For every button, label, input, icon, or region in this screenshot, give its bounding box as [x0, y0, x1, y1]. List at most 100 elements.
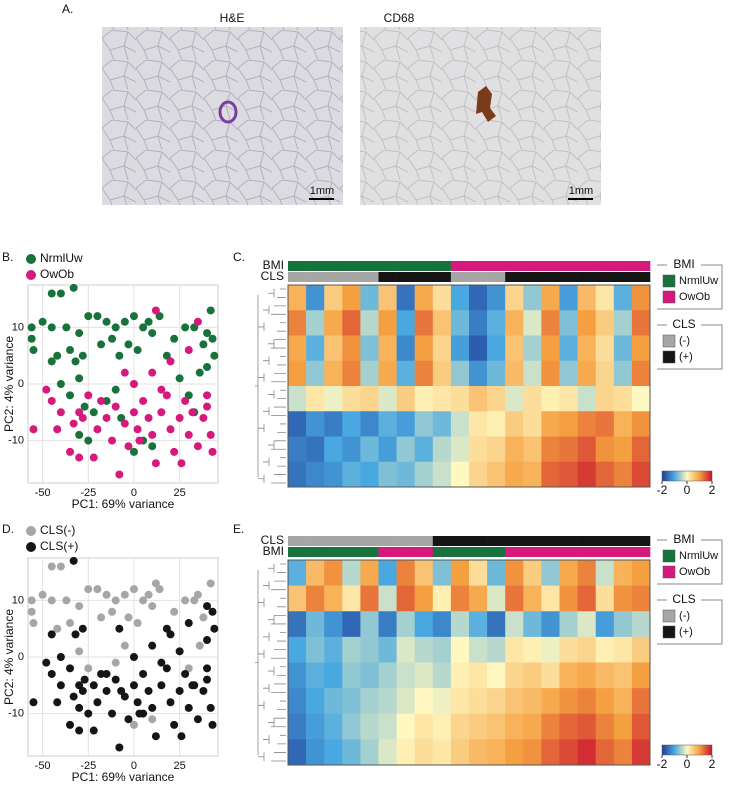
image-title: H&E [220, 11, 245, 25]
heat-cell [631, 739, 651, 766]
point [75, 408, 84, 417]
heat-cell [505, 436, 524, 463]
heat-cell [432, 436, 452, 463]
point [188, 681, 197, 690]
annotation-cell [342, 547, 361, 557]
y-tick-label: 0 [18, 378, 24, 390]
point [120, 368, 129, 377]
heat-cell [360, 662, 379, 689]
heat-cell [378, 739, 397, 766]
point [115, 743, 124, 752]
annotation-cell [559, 261, 578, 271]
heat-cell [288, 310, 307, 336]
point [195, 368, 204, 377]
legend-swatch [662, 290, 676, 304]
heat-cell [414, 713, 434, 740]
heat-cell [414, 560, 434, 586]
point [120, 641, 129, 650]
heat-cell [559, 285, 578, 311]
point [199, 613, 208, 622]
annotation-cell [450, 547, 470, 557]
dendrogram [255, 563, 286, 762]
annotation-cell [360, 272, 379, 282]
point [184, 664, 193, 673]
point [97, 613, 106, 622]
point [115, 624, 124, 633]
point [151, 459, 160, 468]
point [190, 323, 199, 332]
heat-cell [577, 436, 596, 463]
heat-cell [432, 386, 452, 412]
point [27, 334, 36, 343]
heat-cell [595, 585, 615, 612]
heat-cell [595, 335, 615, 362]
point [155, 585, 164, 594]
heat-cell [360, 688, 379, 715]
point [66, 346, 75, 355]
heat-cell [288, 688, 307, 715]
heat-cell [432, 461, 452, 488]
point [203, 329, 212, 338]
heat-cell [577, 713, 596, 740]
point [157, 408, 166, 417]
heat-cell [342, 411, 361, 437]
heat-cell [613, 310, 633, 336]
point [135, 709, 144, 718]
point [111, 323, 120, 332]
heat-cell [505, 688, 524, 715]
point [111, 596, 120, 605]
heat-cell [396, 585, 415, 612]
annotation-cell [523, 261, 542, 271]
heat-cell [432, 739, 452, 766]
annotation-cell [541, 261, 560, 271]
point [97, 669, 106, 678]
point [93, 698, 102, 707]
heat-cell [505, 636, 524, 663]
heat-cell [541, 335, 560, 362]
point [120, 419, 129, 428]
heat-cell [631, 560, 651, 586]
heatmap-border [287, 559, 651, 766]
point [78, 351, 87, 360]
point [129, 720, 138, 729]
legend-swatch [662, 609, 676, 623]
annotation-cell [342, 272, 361, 282]
annotation-cell [360, 261, 379, 271]
heat-cell [324, 360, 343, 387]
heat-cell [577, 688, 596, 715]
point [148, 641, 157, 650]
heat-cell [541, 411, 560, 437]
point [170, 447, 179, 456]
heat-cell [469, 386, 488, 412]
point [42, 658, 51, 667]
point [62, 596, 71, 605]
heat-cell [487, 739, 506, 766]
heat-cell [631, 713, 651, 740]
heat-cell [414, 436, 434, 463]
heat-cell [396, 611, 415, 638]
heat-cell [450, 688, 470, 715]
x-tick-label: 25 [174, 487, 186, 499]
annotation-cell [523, 536, 542, 546]
point [157, 681, 166, 690]
heat-cell [306, 688, 325, 715]
point [84, 664, 93, 673]
heat-cell [631, 310, 651, 336]
heat-cell [324, 713, 343, 740]
legend-marker [26, 542, 36, 552]
point [208, 447, 217, 456]
heat-cell [523, 411, 542, 437]
point [75, 430, 84, 439]
annotation-cell [559, 272, 578, 282]
annotation-cell [613, 261, 633, 271]
point [53, 624, 62, 633]
heat-cell [541, 560, 560, 586]
heat-cell [324, 411, 343, 437]
heat-cell [559, 739, 578, 766]
heat-cell [324, 461, 343, 488]
point [193, 317, 202, 326]
point [148, 329, 157, 338]
point [102, 413, 111, 422]
heat-cell [595, 310, 615, 336]
point [206, 579, 215, 588]
